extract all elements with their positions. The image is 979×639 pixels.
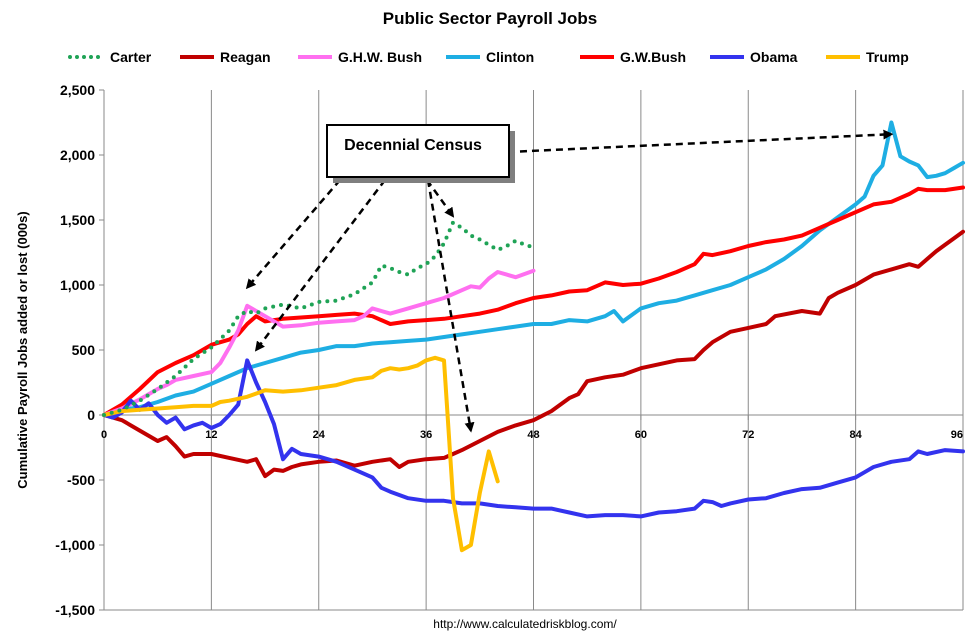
y-tick-label: -1,000 (55, 537, 95, 553)
series-line-g-w-bush (102, 185, 965, 417)
annotation-arrow (426, 179, 475, 433)
legend-label: Trump (866, 49, 909, 65)
legend-item-reagan: Reagan (180, 49, 271, 65)
legend-item-carter: Carter (68, 49, 152, 65)
x-tick-label: 72 (742, 429, 754, 441)
x-tick-label: 36 (420, 429, 432, 441)
grid (210, 90, 964, 610)
annotation-arrow (507, 129, 894, 154)
y-tick-label: -500 (67, 472, 95, 488)
chart-title: Public Sector Payroll Jobs (383, 9, 597, 28)
series-line-reagan (102, 229, 965, 479)
annotation-arrow (425, 179, 455, 218)
legend-label: Clinton (486, 49, 534, 65)
legend-label: Reagan (220, 49, 271, 65)
y-tick-label: 2,000 (60, 147, 95, 163)
x-tick-label: 48 (527, 429, 539, 441)
y-tick-label: 1,000 (60, 277, 95, 293)
y-tick-label: 1,500 (60, 212, 95, 228)
source-url: http://www.calculatedriskblog.com/ (433, 617, 617, 631)
annotation-box (326, 124, 510, 178)
series-line-obama (102, 358, 965, 519)
x-tick-label: 0 (101, 429, 107, 441)
legend-label: G.W.Bush (620, 49, 686, 65)
x-tick-label: 84 (850, 429, 863, 441)
x-tick-label: 24 (313, 429, 326, 441)
annotation-label: Decennial Census (344, 137, 482, 154)
axes: -1,500 -1,000 -500 0 500 1,000 1,500 2,000 2,500… (55, 82, 964, 618)
y-tick-label: 500 (72, 342, 96, 358)
y-tick-label: -1,500 (55, 602, 95, 618)
legend-label: Carter (110, 49, 152, 65)
y-axis-label: Cumulative Payroll Jobs added or lost (0… (15, 211, 30, 488)
x-tick-label: 60 (635, 429, 647, 441)
legend-item-g-h-w-bush: G.H.W. Bush (298, 49, 422, 65)
series-layer (102, 120, 965, 553)
x-tick-label: 12 (205, 429, 217, 441)
legend-label: G.H.W. Bush (338, 49, 422, 65)
series-line-trump (102, 355, 500, 553)
series-line-g-h-w-bush (102, 268, 536, 417)
legend-label: Obama (750, 49, 798, 65)
series-line-clinton (102, 120, 965, 417)
legend-item-trump: Trump (826, 49, 909, 65)
y-tick-label: 2,500 (60, 82, 95, 98)
legend: Carter Reagan G.H.W. Bush Clinton G.W.Bush Ob… (68, 49, 909, 65)
legend-item-obama: Obama (710, 49, 798, 65)
x-tick-label: 96 (951, 429, 963, 441)
annotation-arrow (245, 179, 341, 290)
legend-item-clinton: Clinton (446, 49, 534, 65)
legend-item-g-w-bush: G.W.Bush (580, 49, 686, 65)
annotation: Decennial Census (245, 124, 894, 433)
y-tick-label: 0 (87, 407, 95, 423)
